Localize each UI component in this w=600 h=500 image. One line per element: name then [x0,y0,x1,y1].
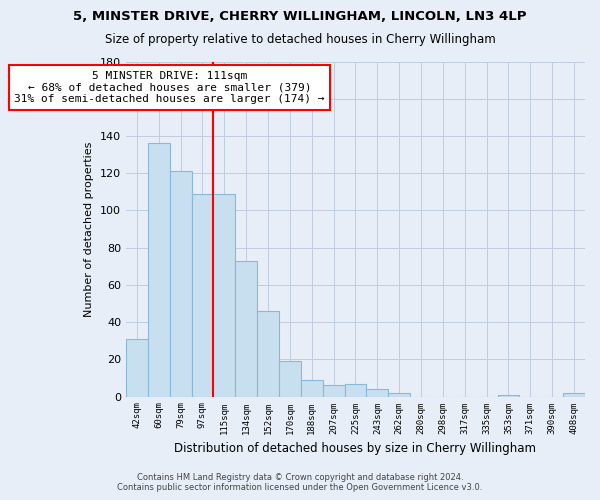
Text: Contains HM Land Registry data © Crown copyright and database right 2024.
Contai: Contains HM Land Registry data © Crown c… [118,473,482,492]
Text: 5, MINSTER DRIVE, CHERRY WILLINGHAM, LINCOLN, LN3 4LP: 5, MINSTER DRIVE, CHERRY WILLINGHAM, LIN… [73,10,527,23]
Bar [388,393,410,396]
X-axis label: Distribution of detached houses by size in Cherry Willingham: Distribution of detached houses by size … [175,442,536,455]
Bar [257,311,279,396]
Bar [170,172,191,396]
Bar [563,393,585,396]
Text: 5 MINSTER DRIVE: 111sqm
← 68% of detached houses are smaller (379)
31% of semi-d: 5 MINSTER DRIVE: 111sqm ← 68% of detache… [14,71,325,104]
Bar [191,194,214,396]
Bar [497,394,520,396]
Bar [367,389,388,396]
Bar [323,386,344,396]
Bar [148,144,170,396]
Bar [235,260,257,396]
Bar [301,380,323,396]
Bar [279,361,301,396]
Y-axis label: Number of detached properties: Number of detached properties [85,142,94,316]
Bar [126,339,148,396]
Bar [344,384,367,396]
Text: Size of property relative to detached houses in Cherry Willingham: Size of property relative to detached ho… [104,32,496,46]
Bar [214,194,235,396]
